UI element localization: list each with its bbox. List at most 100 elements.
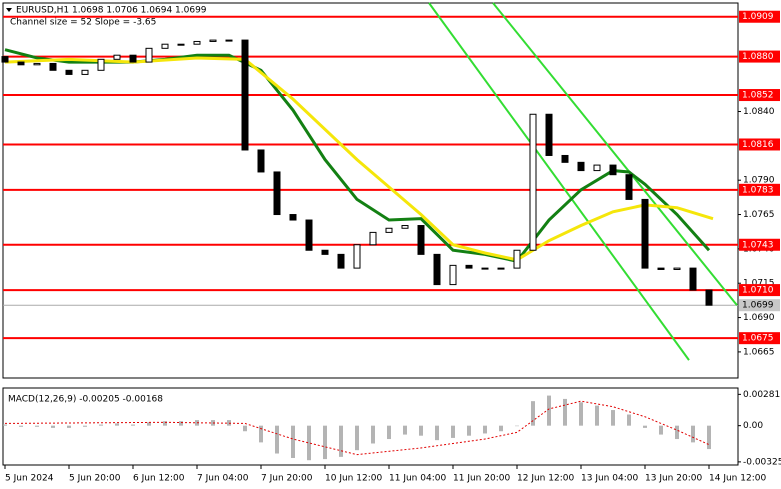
candle [193,40,201,45]
level-label-box [739,50,780,63]
candle [513,249,521,269]
macd-bar [531,401,535,426]
candle [321,249,329,255]
candle [657,267,665,270]
candle [305,219,313,251]
x-tick-label: 11 Jun 04:00 [389,474,446,484]
macd-bar [403,425,407,435]
candle [577,161,585,172]
candle [705,289,713,306]
candle [401,225,409,229]
level-label: 1.0743 [742,240,774,250]
macd-bar [483,425,487,434]
candle [641,198,649,269]
macd-bar [435,425,439,441]
channel-line [492,2,738,306]
macd-bar [691,425,695,443]
macd-bar [547,395,551,426]
candle [529,113,537,251]
macd-bar [371,425,375,444]
level-label: 1.0783 [742,185,774,195]
candle [33,62,41,66]
candle [449,264,457,286]
macd-bar [323,425,327,460]
candle [465,264,473,269]
y-tick-label: 1.0765 [743,210,775,220]
candle [481,267,489,270]
y-tick-label: 1.0715 [743,279,775,289]
candle [17,61,25,66]
x-tick-label: 5 Jun 2024 [5,474,54,484]
candle [353,244,361,269]
y-tick-label: 0.00281 [743,390,780,400]
macd-bar [275,425,279,454]
menu-arrow [6,8,12,12]
macd-bar [355,425,359,451]
level-label-box [739,238,780,251]
level-label-box [739,10,780,23]
x-tick-label: 13 Jun 04:00 [581,474,638,484]
candle [593,164,601,172]
macd-bar [163,421,167,426]
macd-bar [499,425,503,432]
level-label: 1.0880 [742,52,774,62]
x-tick-label: 14 Jun 12:00 [709,474,766,484]
candle [625,174,633,200]
candle [161,43,169,49]
candle [561,154,569,163]
level-label-box [739,138,780,151]
x-tick-label: 6 Jun 12:00 [133,474,185,484]
candle [209,39,217,42]
chart-title: EURUSD,H1 1.0698 1.0706 1.0694 1.0699 [16,6,207,16]
macd-bar [35,425,39,427]
macd-bar [419,425,423,436]
macd-bar [563,398,567,426]
x-tick-label: 5 Jun 20:00 [69,474,121,484]
macd-bar [707,425,711,450]
macd-bar [115,423,119,426]
chart-subtitle: Channel size = 52 Slope = -3.65 [10,18,156,28]
macd-bar [3,424,7,426]
macd-bar [243,425,247,432]
level-label: 1.0675 [742,334,774,344]
y-tick-label: 1.0790 [743,176,775,186]
candle [65,69,73,75]
moving-average [4,56,714,262]
x-tick-label: 11 Jun 20:00 [453,474,510,484]
candle [145,47,153,63]
macd-bar [595,405,599,426]
macd-bar [659,425,663,435]
candle [545,113,553,156]
macd-bar [339,425,343,457]
candle [673,267,681,270]
candle [129,54,137,63]
candle [417,225,425,255]
candle [689,267,697,291]
macd-bar [675,425,679,440]
candle [1,56,9,63]
macd-bar [51,425,55,428]
candle [273,171,281,216]
candle [81,69,89,75]
signal-line [4,400,710,456]
macd-bar [467,425,471,436]
channel-line [428,2,690,361]
macd-bar [83,425,87,427]
x-tick-label: 12 Jun 12:00 [517,474,574,484]
x-tick-label: 7 Jun 04:00 [197,474,249,484]
level-label-box [739,284,780,297]
candle [97,58,105,71]
macd-bar [19,425,23,427]
macd-bar [307,425,311,461]
x-tick-label: 10 Jun 12:00 [325,474,382,484]
candle [433,253,441,286]
level-label-box [739,332,780,345]
level-label-box [739,183,780,196]
candle [385,227,393,233]
candle [257,149,265,173]
macd-bar [515,425,519,427]
level-label: 1.0852 [742,91,774,101]
macd-bar [579,402,583,426]
macd-bar [387,425,391,440]
